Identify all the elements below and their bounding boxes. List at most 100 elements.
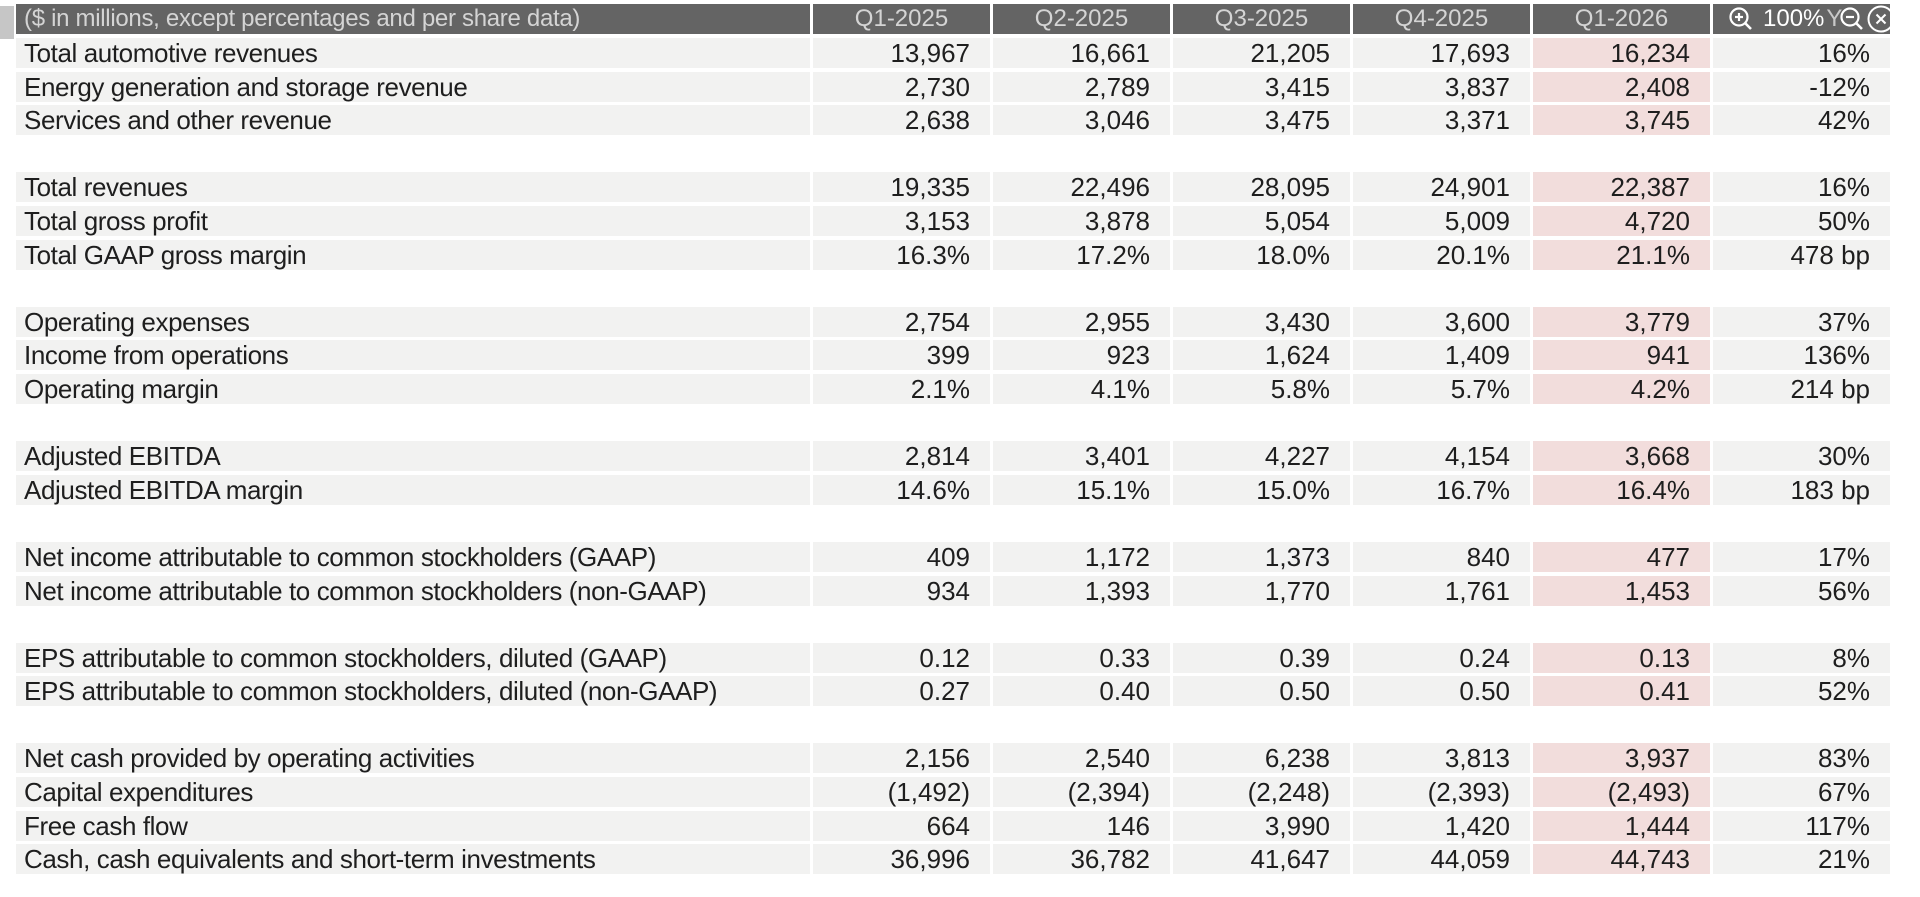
value-cell: 3,837 <box>1353 71 1530 102</box>
value-cell: 0.12 <box>813 642 990 673</box>
value-cell: 2,955 <box>993 306 1170 337</box>
yoy-value-cell: 21% <box>1713 844 1890 875</box>
value-cell: 16.7% <box>1353 474 1530 505</box>
yoy-value-cell: 16% <box>1713 172 1890 203</box>
row-label: Adjusted EBITDA <box>16 441 810 472</box>
row-label: Total automotive revenues <box>16 38 810 68</box>
value-cell: 1,373 <box>1173 541 1350 572</box>
yoy-value-cell: 52% <box>1713 676 1890 707</box>
value-cell: 1,453 <box>1533 575 1710 606</box>
value-cell: 5,009 <box>1353 205 1530 236</box>
yoy-value-cell: -12% <box>1713 71 1890 102</box>
value-cell: (2,393) <box>1353 777 1530 808</box>
value-cell: (2,493) <box>1533 777 1710 808</box>
value-cell: 21.1% <box>1533 239 1710 270</box>
row-label: EPS attributable to common stockholders,… <box>16 676 810 707</box>
value-cell: 3,415 <box>1173 71 1350 102</box>
value-cell: 3,475 <box>1173 105 1350 136</box>
zoom-in-button[interactable] <box>1727 4 1755 34</box>
value-cell: 2,156 <box>813 743 990 774</box>
value-cell: 22,496 <box>993 172 1170 203</box>
value-cell: 22,387 <box>1533 172 1710 203</box>
value-cell: 36,782 <box>993 844 1170 875</box>
yoy-value-cell: 37% <box>1713 306 1890 337</box>
value-cell: 1,770 <box>1173 575 1350 606</box>
value-cell: (1,492) <box>813 777 990 808</box>
value-cell: 0.50 <box>1173 676 1350 707</box>
row-label: Adjusted EBITDA margin <box>16 474 810 505</box>
group-separator <box>0 408 1920 438</box>
yoy-value-cell: 8% <box>1713 642 1890 673</box>
value-cell: 14.6% <box>813 474 990 505</box>
zoom-level: 100% <box>1763 5 1825 32</box>
close-button[interactable] <box>1866 4 1890 34</box>
value-cell: 3,745 <box>1533 105 1710 136</box>
value-cell: 24,901 <box>1353 172 1530 203</box>
yoy-value-cell: 117% <box>1713 810 1890 841</box>
value-cell: 17,693 <box>1353 38 1530 68</box>
row-label: EPS attributable to common stockholders,… <box>16 642 810 673</box>
yoy-value-cell: 136% <box>1713 340 1890 371</box>
zoom-out-button[interactable] <box>1838 4 1866 34</box>
value-cell: 3,813 <box>1353 743 1530 774</box>
table-row: Income from operations 399 923 1,624 1,409 94… <box>16 340 1920 371</box>
value-cell: 4.2% <box>1533 373 1710 404</box>
value-cell: (2,248) <box>1173 777 1350 808</box>
group-separator <box>0 508 1920 538</box>
value-cell: 923 <box>993 340 1170 371</box>
column-header-q3-2025: Q3-2025 <box>1173 4 1350 34</box>
value-cell: 1,420 <box>1353 810 1530 841</box>
row-label: Total GAAP gross margin <box>16 239 810 270</box>
table-row: Operating margin 2.1% 4.1% 5.8% 5.7% 4.2% 214 … <box>16 373 1920 404</box>
yoy-value-cell: 214 bp <box>1713 373 1890 404</box>
value-cell: 16,234 <box>1533 38 1710 68</box>
yoy-value-cell: 183 bp <box>1713 474 1890 505</box>
value-cell: 0.13 <box>1533 642 1710 673</box>
financials-table-viewer: ($ in millions, except percentages and p… <box>0 4 1920 897</box>
value-cell: 44,059 <box>1353 844 1530 875</box>
table-row: Net income attributable to common stockh… <box>16 575 1920 606</box>
value-cell: 5.8% <box>1173 373 1350 404</box>
yoy-value-cell: 478 bp <box>1713 239 1890 270</box>
yoy-value-cell: 42% <box>1713 105 1890 136</box>
value-cell: 15.1% <box>993 474 1170 505</box>
row-label: Free cash flow <box>16 810 810 841</box>
group-separator <box>0 273 1920 303</box>
row-label: Operating margin <box>16 373 810 404</box>
yoy-value-cell: 83% <box>1713 743 1890 774</box>
table-row: Adjusted EBITDA margin 14.6% 15.1% 15.0% 16.… <box>16 474 1920 505</box>
yoy-value-cell: 67% <box>1713 777 1890 808</box>
value-cell: 0.27 <box>813 676 990 707</box>
table-row: Adjusted EBITDA 2,814 3,401 4,227 4,154 3,668… <box>16 441 1920 472</box>
table-row: Services and other revenue 2,638 3,046 3,47… <box>16 105 1920 136</box>
value-cell: 1,393 <box>993 575 1170 606</box>
magnifier-plus-icon <box>1729 7 1752 30</box>
table-row: Net cash provided by operating activitie… <box>16 743 1920 774</box>
table-row: Cash, cash equivalents and short-term in… <box>16 844 1920 875</box>
viewer-corner-strip <box>0 6 14 39</box>
row-label: Total gross profit <box>16 205 810 236</box>
value-cell: 2,754 <box>813 306 990 337</box>
value-cell: 28,095 <box>1173 172 1350 203</box>
value-cell: 3,371 <box>1353 105 1530 136</box>
value-cell: 41,647 <box>1173 844 1350 875</box>
row-label: Cash, cash equivalents and short-term in… <box>16 844 810 875</box>
yoy-header-cell: 100% Y <box>1713 4 1890 34</box>
column-header-q4-2025: Q4-2025 <box>1353 4 1530 34</box>
value-cell: 1,761 <box>1353 575 1530 606</box>
yoy-value-cell: 50% <box>1713 205 1890 236</box>
table-row: Operating expenses 2,754 2,955 3,430 3,600 3,… <box>16 306 1920 337</box>
value-cell: 3,878 <box>993 205 1170 236</box>
column-header-q2-2025: Q2-2025 <box>993 4 1170 34</box>
value-cell: 477 <box>1533 541 1710 572</box>
value-cell: 0.39 <box>1173 642 1350 673</box>
table-row: Total GAAP gross margin 16.3% 17.2% 18.0% 20… <box>16 239 1920 270</box>
row-label: Net income attributable to common stockh… <box>16 575 810 606</box>
value-cell: 18.0% <box>1173 239 1350 270</box>
table-body: Total automotive revenues 13,967 16,661 21,… <box>0 38 1920 875</box>
magnifier-minus-icon <box>1840 7 1864 30</box>
column-header-q1-2025: Q1-2025 <box>813 4 990 34</box>
value-cell: 5,054 <box>1173 205 1350 236</box>
value-cell: 36,996 <box>813 844 990 875</box>
value-cell: 4,720 <box>1533 205 1710 236</box>
